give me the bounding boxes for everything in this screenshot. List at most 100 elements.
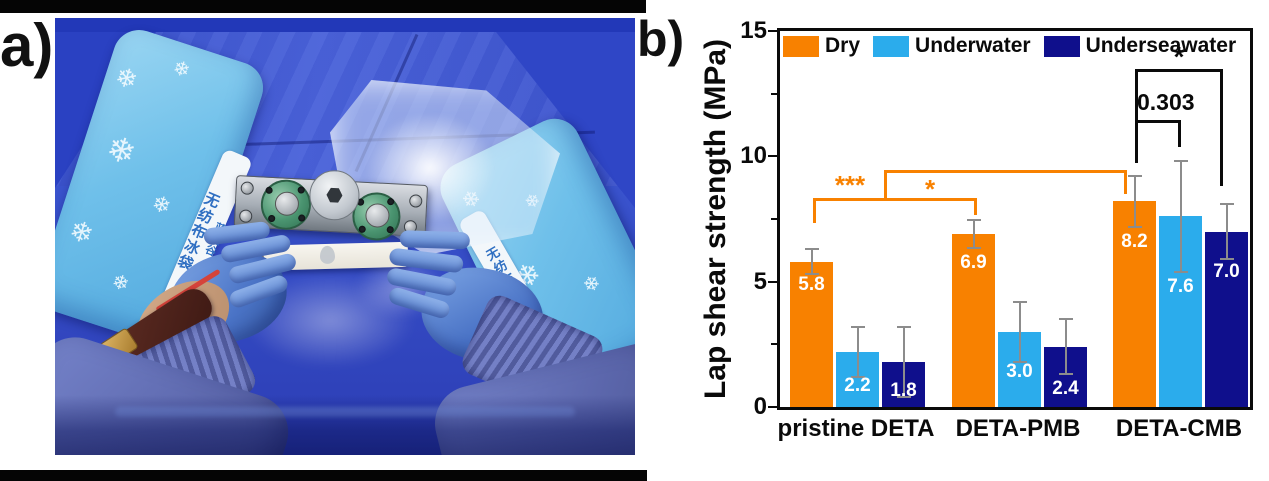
error-bar (1225, 203, 1228, 260)
y-major-tick (768, 406, 777, 408)
y-tick-label: 10 (740, 142, 767, 170)
bar-dry-deta-pmb (952, 234, 995, 407)
error-bar (1018, 301, 1021, 362)
bar-underseawater-deta-cmb (1205, 231, 1248, 407)
bar-value-label: 7.6 (1167, 276, 1194, 298)
snowflake-icon: ❄ (101, 128, 141, 174)
error-bar (810, 249, 813, 275)
bar-value-label: 8.2 (1121, 231, 1148, 253)
sig-label-star-black: * (1173, 41, 1185, 72)
y-major-tick (768, 30, 777, 32)
bar-value-label: 2.2 (844, 374, 871, 396)
strip-droplet (319, 245, 336, 265)
error-bar-cap (1012, 360, 1027, 363)
error-bar-cap (1173, 270, 1188, 273)
sig-bracket-orange-tick (974, 198, 977, 215)
error-bar-cap (966, 219, 981, 222)
sig-bracket-black-left (1135, 69, 1138, 163)
error-bar-cap (1012, 300, 1027, 303)
legend-swatch-underwater (873, 35, 910, 57)
y-minor-tick (771, 343, 777, 346)
panel-a-photo: ❄ ❄ ❄ ❄ ❄ ❄ 蓝硅谷 无纺布冰袋 ❄ ❄ ❄ ❄ 无纺布冰袋 (55, 18, 635, 455)
error-bar (1179, 161, 1182, 272)
bar-value-label: 6.9 (960, 252, 987, 274)
sig-bracket-black-inner (1135, 120, 1181, 123)
error-bar-cap (1173, 160, 1188, 163)
legend-swatch-underseawater (1043, 35, 1080, 57)
y-minor-tick (771, 92, 777, 95)
error-bar-cap (896, 325, 911, 328)
bar-value-label: 2.4 (1052, 377, 1079, 399)
panel-a-label: a) (0, 12, 54, 79)
error-bar-cap (1219, 202, 1234, 205)
sig-bracket-orange-tick (813, 198, 816, 223)
sig-label-star-orange: * (924, 174, 936, 204)
y-minor-tick (771, 218, 777, 220)
error-bar-cap (1127, 225, 1142, 228)
bolt-icon (297, 186, 305, 194)
lap-shear-chart: Lap shear strength (MPa) Dry Underwater … (699, 19, 1253, 442)
bolt-icon (298, 214, 306, 222)
floor-shadow (55, 395, 635, 455)
sig-bracket-black-outer (1135, 69, 1223, 72)
error-bar-cap (1058, 373, 1073, 376)
bar-dry-pristine-deta (790, 261, 833, 407)
error-bar-cap (1219, 258, 1234, 261)
snowflake-icon: ❄ (148, 189, 175, 220)
glove-finger (399, 230, 471, 250)
bar-value-label: 3.0 (1006, 360, 1033, 382)
hex-socket-icon (326, 187, 343, 204)
error-bar-cap (966, 246, 981, 249)
y-major-tick (768, 155, 777, 158)
clamp-flange-cap (364, 202, 391, 229)
error-bar-cap (804, 248, 819, 251)
error-bar-cap (1058, 318, 1073, 321)
sig-bracket-orange-tick (1124, 170, 1127, 194)
error-bar (856, 326, 859, 377)
error-bar (972, 220, 975, 248)
snowflake-icon: ❄ (579, 270, 605, 299)
snowflake-icon: ❄ (108, 270, 132, 297)
sig-label-3stars: *** (834, 170, 866, 200)
chart-legend: Dry Underwater Underseawater (783, 33, 1236, 59)
plot-area: Lap shear strength (MPa) Dry Underwater … (699, 19, 1250, 442)
x-category-label: DETA-CMB (1115, 415, 1243, 442)
y-axis-title: Lap shear strength (MPa) (699, 38, 732, 400)
legend-label-underseawater: Underseawater (1085, 34, 1237, 57)
error-bar (902, 326, 905, 397)
error-bar-cap (850, 375, 865, 378)
error-bar-cap (804, 273, 819, 276)
error-bar-cap (896, 395, 911, 398)
y-major-tick (768, 280, 777, 283)
y-tick-label: 15 (740, 17, 767, 44)
box-rim (55, 18, 635, 32)
x-category-label: DETA-PMB (955, 415, 1081, 442)
sig-bracket-black-inner-tick (1178, 120, 1181, 147)
legend-label-dry: Dry (825, 34, 861, 57)
bar-value-label: 7.0 (1213, 260, 1240, 282)
error-bar (1133, 176, 1136, 227)
bar-value-label: 5.8 (798, 273, 825, 295)
x-category-label: pristine DETA (777, 415, 935, 442)
legend-label-underwater: Underwater (915, 34, 1031, 57)
top-black-bar (0, 0, 646, 13)
y-tick-label: 5 (753, 267, 767, 295)
error-bar (1064, 319, 1067, 375)
legend-swatch-dry (783, 35, 819, 57)
bolt-icon (358, 225, 366, 233)
bolt-icon (386, 226, 394, 234)
sig-label-pvalue: 0.303 (1137, 89, 1195, 115)
snowflake-icon: ❄ (65, 214, 98, 251)
error-bar-cap (1127, 175, 1142, 178)
bar-dry-deta-cmb (1113, 201, 1156, 407)
bottom-black-bar (0, 470, 647, 481)
bolt-icon (387, 197, 395, 206)
panel-b-label: b) (637, 11, 685, 67)
bolt-icon (265, 186, 273, 194)
error-bar-cap (850, 325, 865, 328)
sig-bracket-orange-lower (813, 198, 977, 201)
sig-bracket-orange-upper (884, 170, 1127, 173)
sig-bracket-orange-stem (884, 170, 887, 200)
snowflake-icon: ❄ (169, 56, 193, 83)
